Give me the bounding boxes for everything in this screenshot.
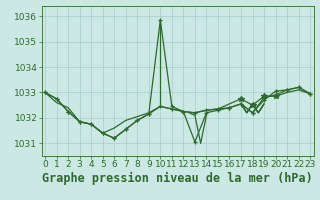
X-axis label: Graphe pression niveau de la mer (hPa): Graphe pression niveau de la mer (hPa) bbox=[42, 172, 313, 185]
